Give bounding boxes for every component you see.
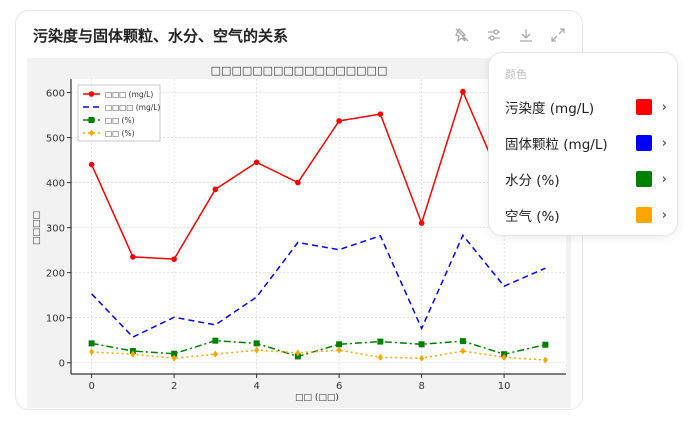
data-point [88,340,95,347]
legend-label: □□ (%) [105,116,135,125]
data-point [171,256,177,262]
color-item[interactable]: 空气 (%) › [505,203,667,227]
x-tick-label: 6 [336,381,342,392]
data-point [253,159,260,166]
data-point [377,353,383,361]
y-tick-label: 0 [59,359,65,370]
y-tick-label: 400 [46,179,65,190]
data-point [419,354,425,362]
data-point [88,161,95,168]
data-point [253,340,260,347]
line-chart: □□□□□□□□□□□□□□□□□ □□ (□□) □□□□ 0 2 4 6 8 1001… [32,64,566,403]
color-swatch[interactable] [635,135,652,151]
data-point [89,348,95,356]
data-point [460,347,466,355]
y-tick-label: 500 [46,134,65,145]
data-point [171,350,178,357]
data-point [295,179,301,186]
data-point [212,337,219,344]
data-point [377,111,384,117]
toolbar [452,25,568,45]
color-popup: 颜色 污染度 (mg/L) › 固体颗粒 (mg/L) › 水分 (%) › 空气 (%) › [488,52,678,236]
series-line [91,233,546,338]
data-point [212,186,219,193]
color-swatch[interactable] [635,207,652,223]
data-point [254,346,260,354]
color-item[interactable]: 污染度 (mg/L) › [505,95,667,119]
series-line [90,89,546,260]
data-point [418,341,425,348]
data-point [295,349,301,357]
y-tick-label: 600 [46,89,65,100]
series-line [91,349,546,361]
color-item-label: 固体颗粒 (mg/L) [505,137,608,153]
y-tick-label: 100 [46,314,65,325]
sliders-icon[interactable] [484,25,504,45]
series-line [91,339,546,358]
x-tick-label: 8 [418,381,424,392]
color-item-label: 污染度 (mg/L) [505,101,595,117]
data-point [460,88,466,95]
chevron-right-icon: › [661,207,667,223]
data-point [377,338,384,345]
expand-icon[interactable] [548,25,568,45]
legend-label: □□□ (mg/L) [105,90,153,99]
color-swatch[interactable] [635,99,652,115]
data-point [459,338,466,345]
x-tick-label: 10 [498,381,511,392]
x-tick-label: 0 [88,381,94,392]
data-point [212,350,218,358]
legend-label: □□ (%) [105,129,135,138]
data-point [89,129,94,137]
data-point [418,220,425,226]
y-tick-label: 200 [46,269,65,280]
x-axis-label: □□ (□□) [295,393,339,403]
chevron-right-icon: › [661,135,667,151]
data-point [336,118,342,124]
pin-off-icon[interactable] [452,25,472,45]
chart-area: □□□□□□□□□□□□□□□□□ □□ (□□) □□□□ 0 2 4 6 8 10 0 1… [27,58,571,408]
data-point [542,356,548,364]
chart-title: □□□□□□□□□□□□□□□□□ [211,64,388,77]
data-point [130,254,136,260]
chevron-right-icon: › [661,171,667,187]
data-point [542,341,549,348]
x-tick-label: 2 [171,381,177,392]
download-icon[interactable] [516,25,536,45]
data-point [171,354,177,362]
card-title: 污染度与固体颗粒、水分、空气的关系 [33,27,289,45]
data-point [336,341,343,348]
data-point [88,91,95,97]
popup-header: 颜色 [505,68,527,81]
data-point [130,350,136,358]
color-item[interactable]: 固体颗粒 (mg/L) › [505,131,667,155]
data-point [336,346,342,354]
y-axis-label: □□□□ [32,211,42,245]
data-point [501,353,507,361]
color-item-label: 水分 (%) [505,173,560,189]
legend-label: □□□□ (mg/L) [105,103,160,112]
chevron-right-icon: › [661,99,667,115]
color-item[interactable]: 水分 (%) › [505,167,667,191]
color-swatch[interactable] [635,171,652,187]
x-tick-label: 4 [253,381,259,392]
data-point [294,353,301,360]
y-tick-label: 300 [46,224,65,235]
data-point [88,117,95,123]
color-item-label: 空气 (%) [505,209,560,225]
